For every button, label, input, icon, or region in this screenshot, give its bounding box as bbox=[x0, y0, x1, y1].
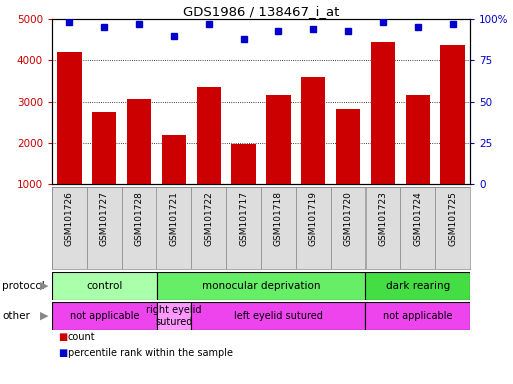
Bar bbox=[231, 144, 256, 184]
Bar bbox=[191, 187, 226, 269]
Bar bbox=[162, 134, 186, 184]
Text: GSM101718: GSM101718 bbox=[274, 191, 283, 246]
Bar bbox=[156, 187, 191, 269]
Bar bbox=[52, 272, 156, 300]
Title: GDS1986 / 138467_i_at: GDS1986 / 138467_i_at bbox=[183, 5, 339, 18]
Text: ▶: ▶ bbox=[40, 311, 48, 321]
Bar bbox=[92, 112, 116, 184]
Text: GSM101727: GSM101727 bbox=[100, 191, 109, 246]
Bar bbox=[156, 302, 191, 330]
Bar bbox=[296, 187, 331, 269]
Text: monocular deprivation: monocular deprivation bbox=[202, 281, 320, 291]
Bar bbox=[365, 187, 400, 269]
Text: ■: ■ bbox=[58, 348, 67, 358]
Bar bbox=[400, 187, 435, 269]
Bar bbox=[406, 95, 430, 184]
Text: GSM101720: GSM101720 bbox=[344, 191, 352, 246]
Text: GSM101728: GSM101728 bbox=[134, 191, 144, 246]
Bar bbox=[301, 77, 325, 184]
Bar bbox=[371, 42, 395, 184]
Bar bbox=[52, 302, 156, 330]
Bar bbox=[336, 109, 360, 184]
Bar bbox=[365, 272, 470, 300]
Text: GSM101719: GSM101719 bbox=[309, 191, 318, 246]
Text: protocol: protocol bbox=[2, 281, 45, 291]
Bar bbox=[440, 45, 465, 184]
Text: ■: ■ bbox=[58, 332, 67, 342]
Bar bbox=[196, 87, 221, 184]
Text: control: control bbox=[86, 281, 123, 291]
Text: percentile rank within the sample: percentile rank within the sample bbox=[68, 348, 233, 358]
Bar bbox=[191, 302, 365, 330]
Bar bbox=[156, 272, 365, 300]
Text: GSM101717: GSM101717 bbox=[239, 191, 248, 246]
Bar bbox=[127, 99, 151, 184]
Bar bbox=[331, 187, 365, 269]
Bar bbox=[226, 187, 261, 269]
Text: right eyelid
sutured: right eyelid sutured bbox=[146, 305, 202, 327]
Text: ▶: ▶ bbox=[40, 281, 48, 291]
Text: not applicable: not applicable bbox=[383, 311, 452, 321]
Bar bbox=[57, 52, 82, 184]
Text: GSM101726: GSM101726 bbox=[65, 191, 74, 246]
Bar bbox=[365, 302, 470, 330]
Bar bbox=[261, 187, 296, 269]
Bar bbox=[435, 187, 470, 269]
Text: GSM101725: GSM101725 bbox=[448, 191, 457, 246]
Text: not applicable: not applicable bbox=[69, 311, 139, 321]
Text: other: other bbox=[2, 311, 30, 321]
Text: GSM101721: GSM101721 bbox=[169, 191, 179, 246]
Bar bbox=[122, 187, 156, 269]
Text: count: count bbox=[68, 332, 95, 342]
Bar bbox=[52, 187, 87, 269]
Bar bbox=[87, 187, 122, 269]
Text: GSM101724: GSM101724 bbox=[413, 191, 422, 246]
Bar bbox=[266, 95, 290, 184]
Text: dark rearing: dark rearing bbox=[386, 281, 450, 291]
Text: left eyelid sutured: left eyelid sutured bbox=[234, 311, 323, 321]
Text: GSM101722: GSM101722 bbox=[204, 191, 213, 246]
Text: GSM101723: GSM101723 bbox=[379, 191, 387, 246]
